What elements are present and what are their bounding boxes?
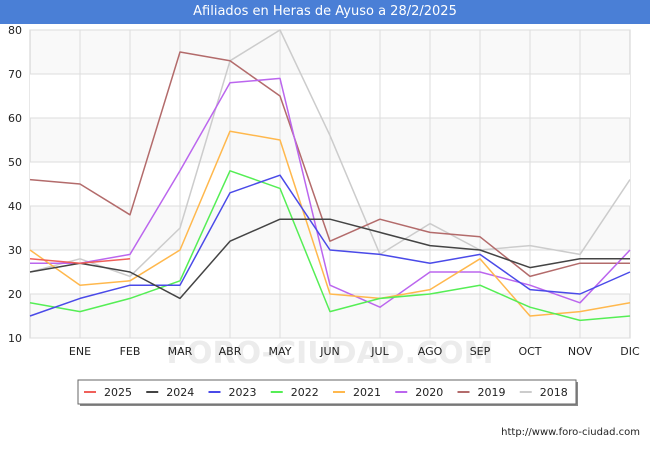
legend-label-2025: 2025 <box>104 386 132 399</box>
legend-label-2022: 2022 <box>291 386 319 399</box>
legend-label-2024: 2024 <box>166 386 194 399</box>
legend-label-2020: 2020 <box>415 386 443 399</box>
series-line-2019 <box>29 51 630 278</box>
y-tick-label: 40 <box>8 200 22 213</box>
series-line-2025 <box>29 258 131 264</box>
legend-label-2021: 2021 <box>353 386 381 399</box>
chart-title: Afiliados en Heras de Ayuso a 28/2/2025 <box>0 0 650 24</box>
y-tick-label: 80 <box>8 24 22 37</box>
series-line-2021 <box>29 130 631 317</box>
x-tick-label: ABR <box>219 345 242 358</box>
legend-label-2019: 2019 <box>478 386 506 399</box>
x-tick-label: MAR <box>168 345 193 358</box>
x-tick-label: AGO <box>418 345 443 358</box>
x-tick-label: NOV <box>568 345 593 358</box>
x-tick-label: JUL <box>370 345 389 358</box>
y-tick-label: 20 <box>8 288 22 301</box>
y-tick-label: 50 <box>8 156 22 169</box>
x-tick-label: DIC <box>620 345 640 358</box>
series-line-2023 <box>29 174 631 317</box>
series-line-2024 <box>29 218 630 300</box>
x-tick-label: OCT <box>518 345 541 358</box>
y-tick-label: 10 <box>8 332 22 345</box>
source-url: http://www.foro-ciudad.com <box>501 427 640 438</box>
y-tick-label: 70 <box>8 68 22 81</box>
x-tick-label: FEB <box>120 345 141 358</box>
x-tick-label: SEP <box>470 345 491 358</box>
series-line-2022 <box>29 170 631 322</box>
watermark: FORO-CIUDAD.COM <box>167 336 494 371</box>
y-tick-label: 30 <box>8 244 22 257</box>
legend-label-2018: 2018 <box>540 386 568 399</box>
legend-label-2023: 2023 <box>229 386 257 399</box>
x-tick-label: JUN <box>319 345 340 358</box>
y-tick-label: 60 <box>8 112 22 125</box>
series-line-2020 <box>30 77 631 308</box>
series-line-2018 <box>29 29 631 278</box>
x-tick-label: MAY <box>269 345 292 358</box>
x-tick-label: ENE <box>69 345 91 358</box>
legend-box <box>77 379 577 405</box>
